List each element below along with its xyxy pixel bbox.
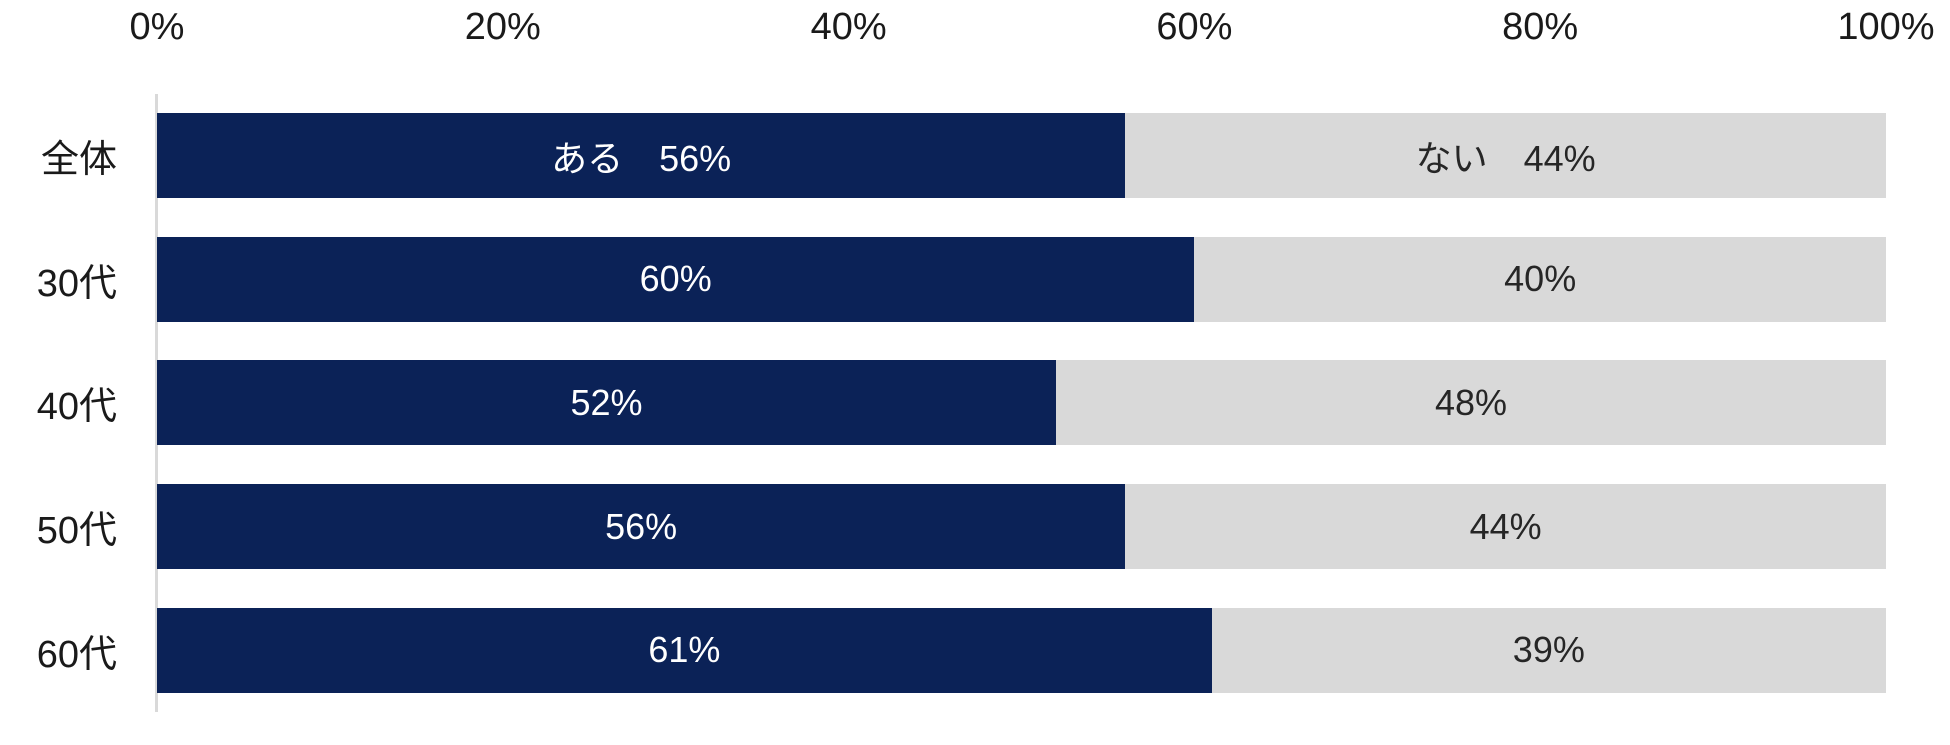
x-axis-tick: 20%: [464, 6, 541, 48]
bar-segment-nai: ない 44%: [1125, 113, 1886, 199]
bar-segment-aru: 60%: [157, 236, 1195, 322]
category-label: 50代: [36, 510, 117, 553]
bar-segment-aru: 56%: [157, 484, 1126, 570]
bar-segment-label: 44%: [1469, 505, 1542, 547]
bar-segment-label: 61%: [648, 629, 721, 671]
category-label: 全体: [40, 139, 117, 182]
bar-track: 52% 48%: [157, 360, 1886, 446]
bar-rows: 全体 ある 56% ない 44% 30代 60%: [0, 94, 1950, 712]
bar-row-40s: 40代 52% 48%: [0, 341, 1950, 465]
bar-segment-label: ない 44%: [1415, 137, 1596, 179]
category-label: 30代: [36, 262, 117, 305]
x-axis: 0% 20% 40% 60% 80% 100%: [130, 4, 1935, 54]
bar-segment-label: 52%: [570, 381, 643, 423]
bar-row-zentai: 全体 ある 56% ない 44%: [0, 94, 1950, 218]
bar-segment-label: 40%: [1504, 258, 1577, 300]
x-axis-tick: 40%: [810, 6, 887, 48]
bar-segment-nai: 40%: [1194, 236, 1886, 322]
bar-row-50s: 50代 56% 44%: [0, 465, 1950, 589]
bar-segment-nai: 39%: [1211, 607, 1886, 693]
bar-segment-label: 60%: [639, 258, 712, 300]
x-axis-tick: 80%: [1502, 6, 1579, 48]
bar-row-30s: 30代 60% 40%: [0, 218, 1950, 342]
bar-segment-nai: 48%: [1056, 360, 1886, 446]
bar-row-60s: 60代 61% 39%: [0, 588, 1950, 712]
bar-track: 61% 39%: [157, 607, 1886, 693]
x-axis-tick: 100%: [1837, 6, 1935, 48]
bar-segment-aru: 52%: [157, 360, 1057, 446]
x-axis-tick: 60%: [1156, 6, 1233, 48]
plot-area: 全体 ある 56% ない 44% 30代 60%: [0, 94, 1950, 712]
bar-segment-aru: 61%: [157, 607, 1212, 693]
bar-segment-label: 39%: [1512, 629, 1585, 671]
bar-track: 60% 40%: [157, 236, 1886, 322]
category-label: 40代: [36, 386, 117, 429]
bar-segment-label: 48%: [1435, 381, 1508, 423]
category-label: 60代: [36, 633, 117, 676]
bar-track: ある 56% ない 44%: [157, 113, 1886, 199]
bar-segment-nai: 44%: [1125, 484, 1886, 570]
bar-track: 56% 44%: [157, 484, 1886, 570]
x-axis-tick: 0%: [129, 6, 185, 48]
bar-segment-label: ある 56%: [551, 137, 732, 179]
bar-segment-aru: ある 56%: [157, 113, 1126, 199]
bar-segment-label: 56%: [605, 505, 678, 547]
y-axis-line: [155, 94, 158, 712]
